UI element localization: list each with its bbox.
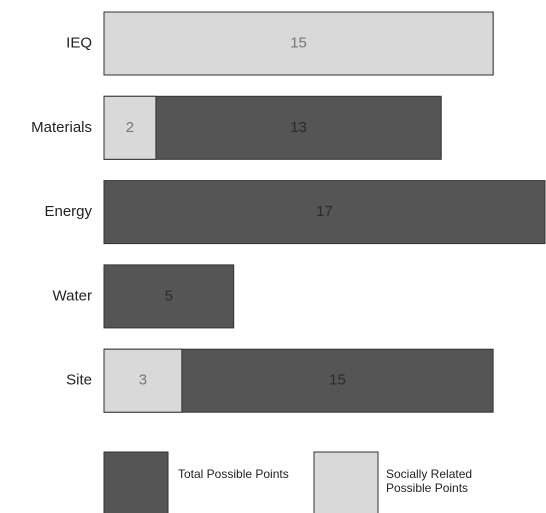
bar bbox=[103, 11, 494, 76]
value-label: 15 bbox=[290, 34, 307, 51]
y-tick-label: Site bbox=[66, 372, 92, 389]
y-tick-label: Materials bbox=[31, 119, 92, 136]
value-label: 15 bbox=[329, 372, 346, 389]
legend-swatch bbox=[103, 451, 169, 513]
value-label: 13 bbox=[290, 119, 307, 136]
bar bbox=[103, 95, 157, 160]
y-tick-label: IEQ bbox=[66, 34, 92, 51]
value-label: 5 bbox=[165, 287, 173, 304]
legend-label: Socially Related Possible Points bbox=[386, 467, 473, 495]
value-label: 3 bbox=[139, 372, 147, 389]
value-label: 17 bbox=[316, 203, 333, 220]
legend-label: Total Possible Points bbox=[178, 467, 289, 481]
bar bbox=[103, 180, 546, 245]
y-tick-label: Energy bbox=[44, 203, 92, 220]
legend-swatch bbox=[313, 451, 379, 513]
bar bbox=[103, 348, 183, 413]
value-label: 2 bbox=[126, 119, 134, 136]
bar bbox=[103, 95, 442, 160]
bar bbox=[103, 264, 235, 329]
y-tick-label: Water bbox=[53, 287, 92, 304]
